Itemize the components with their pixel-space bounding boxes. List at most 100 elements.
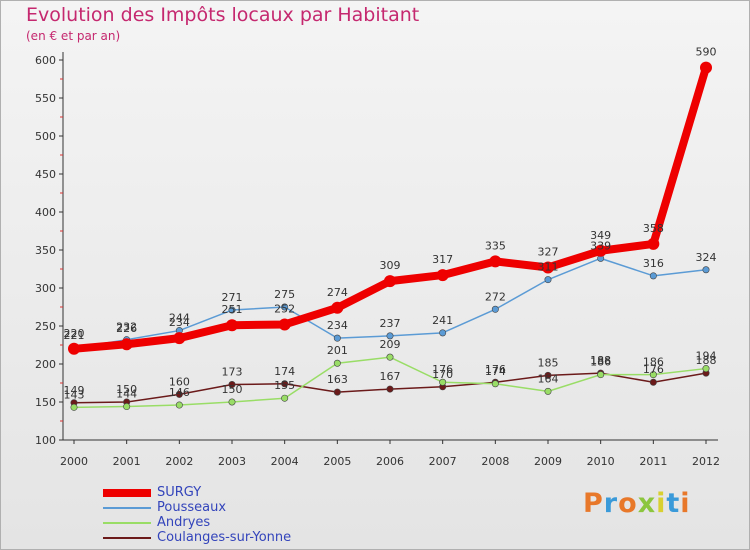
data-label-andryes: 150 [222,383,243,396]
data-point-surgy [594,244,607,257]
data-label-coulanges-sur-yonne: 150 [116,383,137,396]
data-label-surgy: 358 [643,222,664,235]
data-point-andryes [702,365,710,373]
legend-swatch [103,521,151,524]
legend-item: Coulanges-sur-Yonne [103,530,291,545]
data-label-coulanges-sur-yonne: 185 [538,356,559,369]
data-label-coulanges-sur-yonne: 170 [432,368,453,381]
legend-item: Pousseaux [103,500,226,515]
y-tick-label: 500 [35,130,56,143]
y-tick-label: 100 [35,434,56,447]
logo-letter: t [666,488,681,519]
data-point-andryes [544,387,552,395]
data-label-andryes: 201 [327,344,348,357]
chart-subtitle: (en € et par an) [26,29,121,43]
data-label-pousseaux: 237 [380,317,401,330]
data-label-andryes: 164 [538,372,559,385]
data-point-pousseaux [702,266,710,274]
data-point-coulanges-sur-yonne [544,371,552,379]
data-label-surgy: 234 [169,316,190,329]
x-tick-label: 2001 [113,455,141,468]
data-label-andryes: 186 [643,356,664,369]
data-label-pousseaux: 244 [169,312,190,325]
y-tick-label: 350 [35,244,56,257]
legend-label: SURGY [157,485,202,500]
y-tick-label: 200 [35,358,56,371]
x-tick-label: 2012 [692,455,720,468]
data-point-coulanges-sur-yonne [281,380,289,388]
data-label-andryes: 155 [274,379,295,392]
data-label-pousseaux: 324 [696,251,717,264]
data-label-surgy: 252 [274,302,295,315]
data-label-coulanges-sur-yonne: 176 [485,363,506,376]
data-label-surgy: 317 [432,253,453,266]
data-label-surgy: 309 [380,259,401,272]
data-label-surgy: 335 [485,239,506,252]
data-point-andryes [175,401,183,409]
y-tick-label: 450 [35,168,56,181]
data-point-andryes [281,394,289,402]
x-tick-label: 2000 [60,455,88,468]
data-point-andryes [649,371,657,379]
data-label-surgy: 274 [327,286,348,299]
data-label-coulanges-sur-yonne: 188 [590,354,611,367]
data-point-pousseaux [228,306,236,314]
data-point-surgy [384,275,396,288]
data-point-andryes [386,353,394,361]
data-point-andryes [70,403,78,411]
data-label-pousseaux: 339 [590,239,611,252]
data-point-andryes [439,378,447,386]
logo-letter: o [618,488,638,519]
y-tick-label: 600 [35,54,56,67]
x-tick-label: 2002 [165,455,193,468]
data-point-pousseaux [544,276,552,284]
data-label-coulanges-sur-yonne: 188 [696,354,717,367]
legend-label: Pousseaux [157,500,227,515]
data-label-andryes: 176 [432,363,453,376]
data-point-coulanges-sur-yonne [333,388,341,396]
data-labels: 220 226 234 251 252 274 309 317 335 327 349 358 590 2… [64,46,717,402]
legend-item: Andryes [103,515,210,530]
data-point-andryes [228,398,236,406]
data-label-pousseaux: 241 [432,314,453,327]
y-tick-label: 300 [35,282,56,295]
data-point-surgy [331,301,344,314]
data-label-pousseaux: 221 [64,329,85,342]
logo-letter: P [583,488,604,519]
data-point-pousseaux [281,303,289,311]
data-point-coulanges-sur-yonne [228,381,236,389]
data-point-pousseaux [386,332,394,340]
legend-label: Andryes [157,515,211,530]
data-point-pousseaux [439,329,447,337]
data-point-pousseaux [333,334,341,342]
data-label-pousseaux: 234 [327,319,348,332]
data-label-pousseaux: 232 [116,321,137,334]
data-point-surgy [226,319,238,332]
data-label-coulanges-sur-yonne: 160 [169,375,190,388]
data-point-andryes [597,371,605,379]
y-tick-label: 550 [35,92,56,105]
data-label-andryes: 174 [485,365,506,378]
data-point-surgy [68,342,80,355]
data-label-pousseaux: 271 [222,291,243,304]
legend-item: SURGY [103,485,201,500]
logo-letter: i [680,488,691,519]
data-point-surgy [278,318,291,331]
logo-letter: i [656,488,667,519]
data-label-coulanges-sur-yonne: 149 [64,384,85,397]
data-label-pousseaux: 311 [538,261,559,274]
x-tick-label: 2006 [376,455,404,468]
x-tick-label: 2003 [218,455,246,468]
y-tick-label: 150 [35,396,56,409]
legend-label: Coulanges-sur-Yonne [157,530,292,545]
data-label-pousseaux: 316 [643,257,664,270]
data-point-coulanges-sur-yonne [649,378,657,386]
data-label-andryes: 146 [169,386,190,399]
legend-swatch [103,506,151,509]
data-label-coulanges-sur-yonne: 167 [380,370,401,383]
data-point-andryes [123,403,131,411]
data-label-surgy: 590 [696,46,717,59]
y-tick-label: 250 [35,320,56,333]
